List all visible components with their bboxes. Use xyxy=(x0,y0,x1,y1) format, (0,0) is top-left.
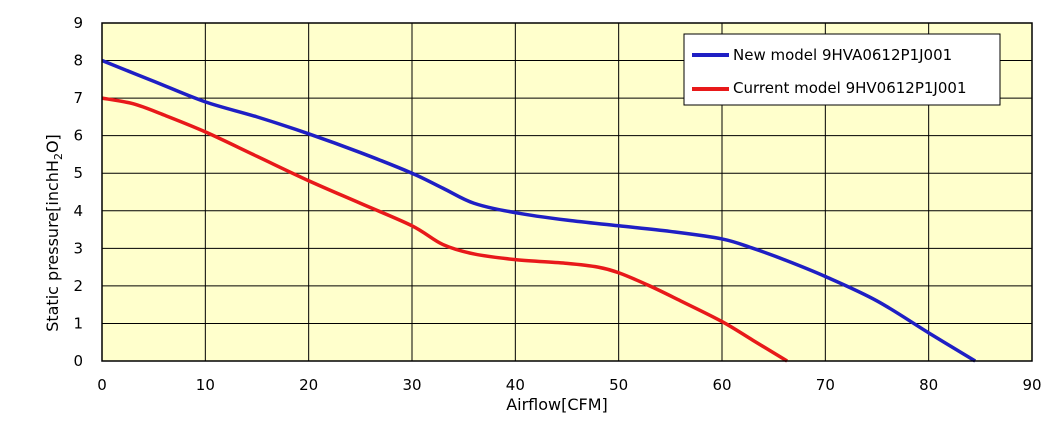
y-tick-labels: 0 1 2 3 4 5 6 7 8 9 xyxy=(73,14,83,370)
y-tick-label: 9 xyxy=(73,14,83,32)
legend-box xyxy=(683,33,1001,106)
x-tick-label: 40 xyxy=(506,376,525,394)
series-lines xyxy=(101,58,977,363)
x-tick-label: 60 xyxy=(712,376,731,394)
x-tick-label: 80 xyxy=(919,376,938,394)
x-axis-title: Airflow[CFM] xyxy=(506,395,608,414)
legend-label-new-model: New model 9HVA0612P1J001 xyxy=(733,46,952,64)
legend-label-current-model: Current model 9HV0612P1J001 xyxy=(733,79,966,97)
legend: New model 9HVA0612P1J001 Current model 9… xyxy=(683,33,1001,106)
y-axis-title-main: Static pressure[inchH xyxy=(43,160,62,332)
x-tick-label: 30 xyxy=(402,376,421,394)
x-tick-label: 70 xyxy=(816,376,835,394)
x-tick-label: 10 xyxy=(196,376,215,394)
x-tick-label: 50 xyxy=(609,376,628,394)
y-tick-label: 3 xyxy=(73,239,83,257)
y-axis-title-tail: O] xyxy=(43,134,62,153)
x-tick-label: 90 xyxy=(1022,376,1041,394)
y-axis-title: Static pressure[inchH2O] xyxy=(43,134,65,332)
y-tick-label: 2 xyxy=(73,277,83,295)
x-tick-labels: 0 10 20 30 40 50 60 70 80 90 xyxy=(97,376,1041,394)
x-tick-label: 0 xyxy=(97,376,107,394)
y-tick-label: 1 xyxy=(73,314,83,332)
y-tick-label: 8 xyxy=(73,52,83,70)
series-line-new-model xyxy=(101,58,977,363)
y-tick-label: 4 xyxy=(73,202,83,220)
y-axis-title-subscript: 2 xyxy=(52,153,65,160)
y-tick-label: 0 xyxy=(73,352,83,370)
y-tick-label: 7 xyxy=(73,89,83,107)
plot-frame xyxy=(101,22,1033,362)
series-line-current-model xyxy=(101,96,789,363)
y-tick-label: 6 xyxy=(73,127,83,145)
x-tick-label: 20 xyxy=(299,376,318,394)
y-tick-label: 5 xyxy=(73,164,83,182)
